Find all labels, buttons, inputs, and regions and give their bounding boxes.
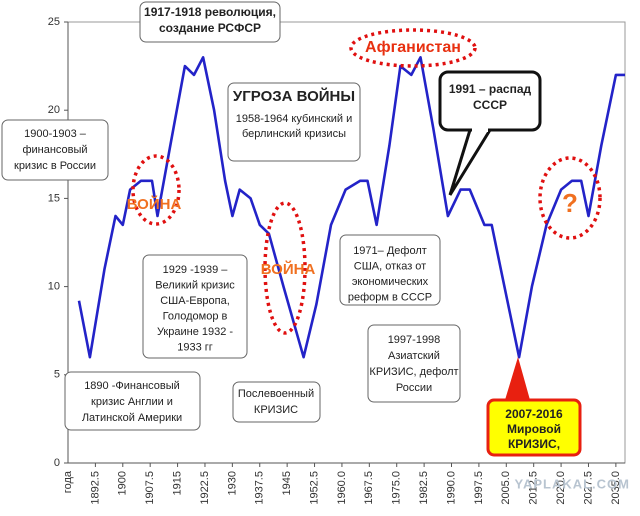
annotation-text: КРИЗИС — [254, 404, 298, 416]
annotation-text: ВОЙНА — [127, 195, 182, 213]
annotation-text: Мировой — [507, 422, 561, 436]
annotation-text: Великий кризис — [155, 279, 235, 291]
watermark: YAPLAKAL.COM — [514, 476, 630, 491]
annotation-text: финансовый — [22, 144, 87, 156]
x-tick-label: 1907.5 — [144, 471, 156, 505]
x-tick-label: 2012.5 — [528, 471, 540, 505]
x-tick-label: 2005.0 — [500, 471, 512, 505]
annotation-text: КРИЗИС, — [508, 437, 560, 451]
x-tick-label: 2035.0 — [610, 471, 622, 505]
y-tick-label: 0 — [54, 457, 60, 469]
annotation-text: Азиатский — [388, 350, 440, 362]
annotation-text: КРИЗИС, дефолт — [369, 366, 458, 378]
annotation-text: России — [396, 382, 432, 394]
annotation-box — [367, 324, 461, 403]
annotation-text: экономических — [352, 276, 429, 288]
annotation-text: США-Европа, — [160, 295, 230, 307]
annotation-text: 1991 – распад — [449, 82, 532, 96]
x-tick-label: 1967.5 — [363, 471, 375, 505]
annotation-box — [486, 398, 582, 457]
highlight-ellipse — [538, 156, 602, 240]
y-tick-label: 20 — [48, 104, 60, 116]
annotation-text: 1933 гг — [177, 341, 213, 353]
x-tick-label: 1982.5 — [418, 471, 430, 505]
annotation-text: Украине 1932 - — [157, 326, 233, 338]
x-tick-label: 1997.5 — [473, 471, 485, 505]
annotation-box — [339, 234, 441, 306]
x-tick-label: 1990.0 — [445, 471, 457, 505]
y-tick-label: 15 — [48, 192, 60, 204]
x-tick-label: 2027.5 — [582, 471, 594, 505]
annotation-box — [227, 82, 361, 162]
annotation-text: Латинской Америки — [82, 412, 182, 424]
x-tick-label: 1892.5 — [89, 471, 101, 505]
annotation-text: 1929 -1939 – — [163, 264, 229, 276]
x-tick-label: 1952.5 — [308, 471, 320, 505]
annotation-text: Афганистан — [365, 39, 461, 56]
annotation-box — [232, 381, 321, 423]
annotation-text: 1971– Дефолт — [353, 245, 427, 257]
annotation-text: 1997-1998 — [388, 334, 441, 346]
annotation-text: 1917-1918 революция, — [144, 5, 276, 19]
annotation-text: создание РСФСР — [159, 21, 261, 35]
x-tick-label: 1900 — [117, 471, 129, 495]
annotation-box — [139, 1, 281, 43]
annotation-text: СССР — [473, 98, 507, 112]
annotation-box — [142, 254, 248, 359]
highlight-ellipse — [263, 201, 307, 335]
x-tick-label: 2020.0 — [555, 471, 567, 505]
highlight-ellipse — [349, 28, 477, 68]
series-line — [77, 56, 625, 359]
annotation-box — [1, 119, 109, 181]
annotation-box — [64, 371, 201, 431]
annotation-text: берлинский кризисы — [242, 128, 346, 140]
callout-tail — [448, 129, 492, 196]
y-tick-label: 5 — [54, 369, 60, 381]
annotation-text: 1958-1964 кубинский и — [236, 113, 353, 125]
annotation-text: кризис Англии и — [91, 396, 173, 408]
annotation-text: Голодомор в — [163, 310, 228, 322]
x-tick-label: 1922.5 — [199, 471, 211, 505]
annotation-text: Послевоенный — [238, 388, 314, 400]
annotation-text: 1900-1903 – — [24, 128, 87, 140]
annotation-text: ? — [562, 188, 578, 218]
y-tick-label: 10 — [48, 281, 60, 293]
highlight-ellipse — [131, 154, 181, 226]
x-tick-label: 1960.0 — [336, 471, 348, 505]
x-tick-label: 1930 — [226, 471, 238, 495]
annotation-box — [438, 70, 542, 132]
annotation-text: УГРОЗА ВОЙНЫ — [233, 87, 355, 105]
annotation-text: реформ в СССР — [348, 291, 432, 303]
annotation-text: 2007-2016 — [505, 407, 563, 421]
annotation-text: ВОЙНА — [261, 260, 316, 278]
annotation-text: США, отказ от — [354, 260, 426, 272]
annotation-text: кризис в России — [14, 160, 96, 172]
x-tick-label: 1915 — [171, 471, 183, 495]
y-tick-label: 25 — [48, 16, 60, 28]
x-axis-label: года — [62, 470, 74, 493]
x-tick-label: 1945 — [281, 471, 293, 495]
annotation-text: 1890 -Финансовый — [84, 380, 180, 392]
x-tick-label: 1975.0 — [391, 471, 403, 505]
callout-arrow — [505, 357, 530, 400]
x-tick-label: 1937.5 — [254, 471, 266, 505]
